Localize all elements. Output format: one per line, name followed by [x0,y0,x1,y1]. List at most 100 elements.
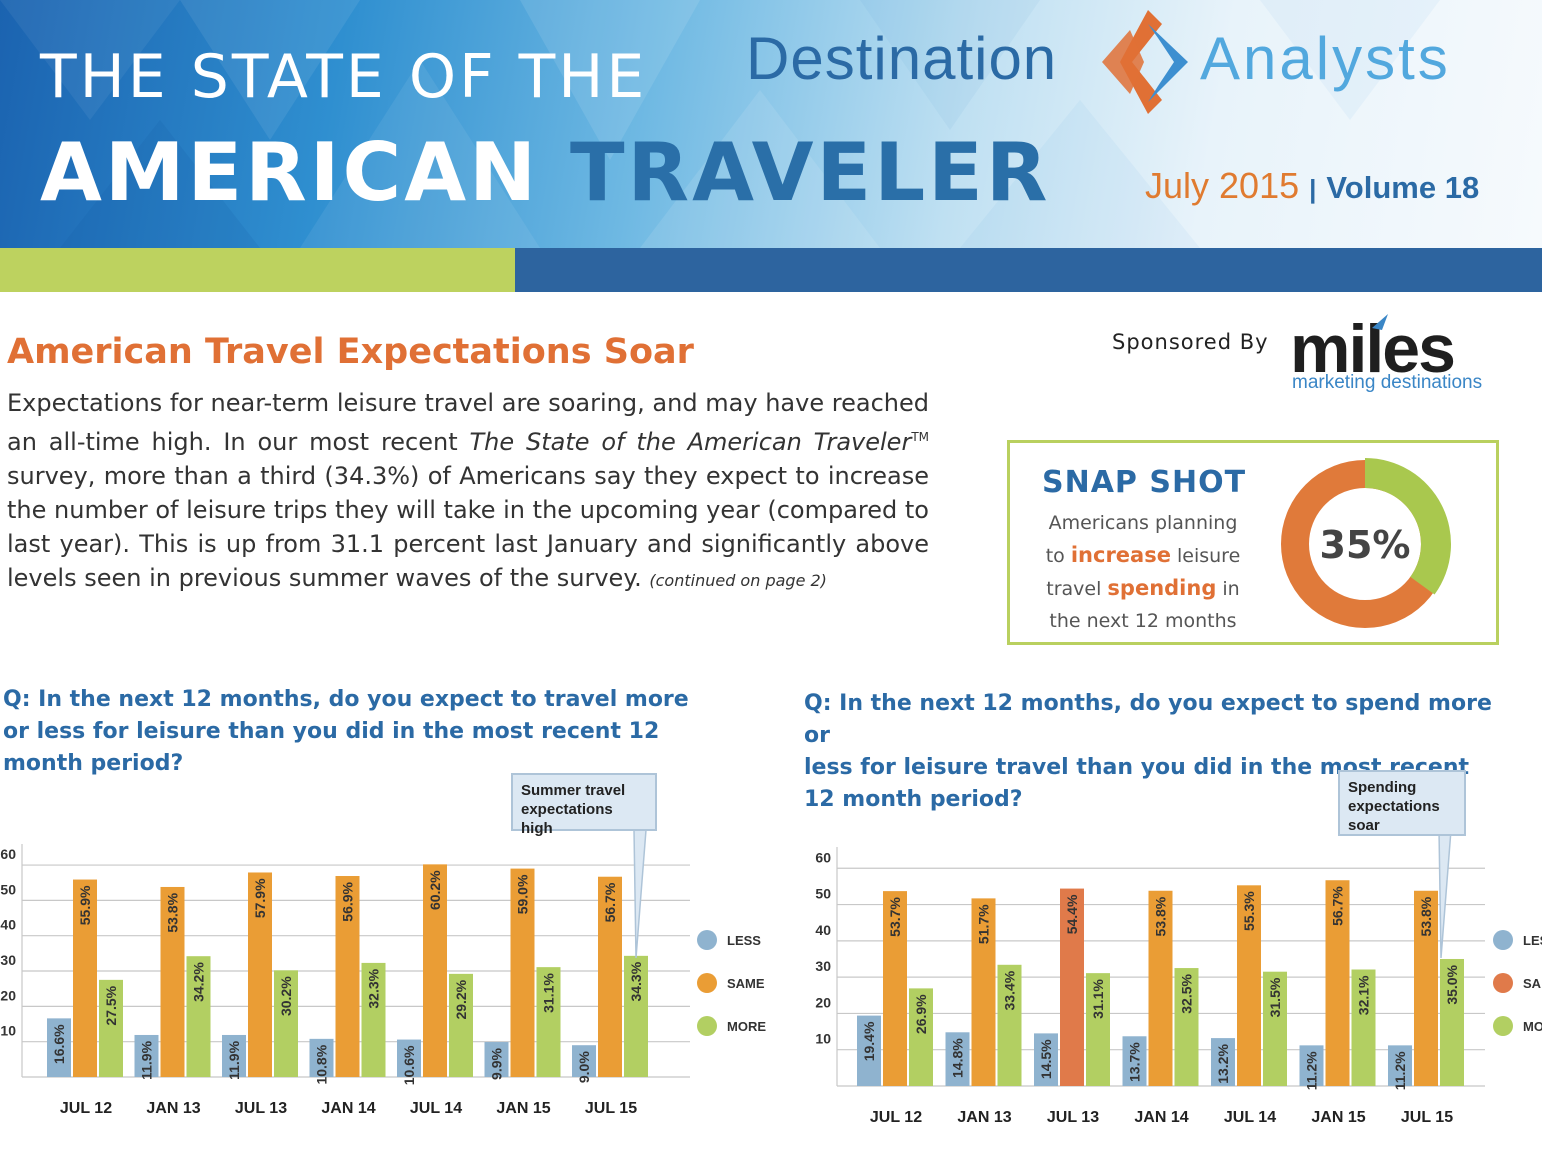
bar-value-label: 53.7% [887,897,903,937]
snapshot-line3-post: in [1216,578,1240,600]
bar-value-label: 60.2% [427,870,443,910]
snapshot-text: Americans planning to increase leisure t… [1028,507,1258,637]
article-headline: American Travel Expectations Soar [7,332,694,372]
bar-more [361,962,386,1077]
banner-title-line1: THE STATE OF THE [40,42,648,112]
bar-les [857,1015,881,1086]
banner-pattern [0,0,1440,248]
bar-value-label: 51.7% [976,904,992,944]
bar-less [484,1042,509,1077]
y-tick-label: 20 [0,987,16,1003]
bar-les [1122,1036,1147,1086]
callout2-line: soar [1348,817,1380,834]
bar-les [1034,1033,1058,1086]
y-tick-label: 10 [815,1031,831,1047]
bar-mo [1351,969,1376,1086]
bar-value-label: 53.8% [1153,896,1169,936]
bar-les [1211,1038,1235,1086]
bar-value-label: 33.4% [1002,970,1018,1010]
bar-more [186,956,211,1077]
bar-sa [883,891,907,1086]
y-tick-label: 30 [815,958,831,974]
snapshot-donut: 35% [1281,458,1451,628]
chart2-callout: Spending expectations soar [1338,770,1466,836]
x-tick-label: JUL 12 [870,1109,922,1126]
bar-mo [1263,971,1287,1086]
y-tick-label: 50 [815,886,831,902]
bar-value-label: 13.2% [1215,1044,1231,1084]
callout-pointer [1438,829,1452,959]
bar-less [134,1034,159,1077]
bar-value-label: 14.8% [950,1038,966,1078]
bar-value-label: 11.2% [1392,1051,1408,1090]
bar-sa [1414,890,1438,1086]
x-tick-label: JUL 12 [60,1100,112,1117]
article-body-b: survey, more than a third (34.3%) of Ame… [7,462,929,592]
bar-sa [971,898,996,1086]
sponsor-logo: miles [1290,311,1456,387]
issue-separator: | [1309,174,1317,204]
header-accent-blue [515,248,1542,292]
bar-less [572,1045,596,1077]
bar-value-label: 9.0% [576,1051,592,1083]
bar-mo [1440,958,1464,1086]
bar-value-label: 13.7% [1127,1042,1143,1082]
snapshot-box: SNAP SHOT Americans planning to increase… [1007,440,1499,645]
bar-value-label: 11.2% [1304,1051,1320,1090]
brand-diamond-icon [1102,10,1188,114]
q1-line: month period? [3,751,184,776]
callout-pointer [633,829,647,959]
banner-title-traveler: TRAVELER [569,126,1051,219]
article-body-a: Expectations for near-term leisure trave… [7,389,929,456]
sponsor-flag-icon [1372,314,1388,330]
snapshot-line3-pre: travel [1046,578,1108,600]
x-tick-label: JUL 15 [1401,1109,1453,1126]
y-tick-label: 10 [0,1023,16,1039]
x-tick-label: JUL 14 [410,1100,462,1117]
y-tick-label: 40 [815,922,831,938]
bar-value-label: 19.4% [861,1021,877,1061]
legend-label: MORE [727,1019,766,1034]
snapshot-highlight-spending: spending [1107,576,1217,600]
bar-value-label: 26.9% [913,994,929,1034]
q2-line: 12 month period? [804,787,1023,812]
callout1-line: Summer travel [521,782,626,799]
x-tick-label: JUL 14 [1224,1109,1276,1126]
bar-value-label: 32.5% [1179,974,1195,1014]
bar-more [536,967,561,1077]
x-tick-label: JUL 13 [1047,1109,1099,1126]
bar-same [160,886,185,1077]
bar-same [248,872,272,1077]
donut-hole [1310,489,1420,599]
bar-sa [1148,890,1173,1086]
bar-mo [909,988,933,1086]
callout2-line: expectations [1348,798,1440,815]
bar-same [423,864,447,1077]
banner-title-line2: AMERICAN TRAVELER [40,126,1050,219]
bar-value-label: 34.2% [191,962,207,1002]
bar-value-label: 10.6% [401,1045,417,1085]
bar-value-label: 10.8% [314,1044,330,1084]
bar-value-label: 56.7% [1330,886,1346,926]
bar-less [309,1038,334,1077]
brand-name-left: Destination [746,25,1058,92]
banner-title-american: AMERICAN [40,126,540,219]
bar-value-label: 9.9% [489,1047,505,1079]
chart1-question: Q: In the next 12 months, do you expect … [3,684,703,780]
legend-label: SAME [727,976,765,991]
bar-value-label: 31.5% [1267,977,1283,1017]
bar-value-label: 32.1% [1356,975,1372,1015]
snapshot-title: SNAP SHOT [1042,465,1247,500]
article-body-italic: The State of the American Traveler [469,428,912,456]
bar-value-label: 53.8% [1418,896,1434,936]
bar-more [449,973,473,1077]
bar-value-label: 56.7% [602,882,618,922]
snapshot-line4: the next 12 months [1049,610,1237,632]
issue-info: July 2015 | Volume 18 [1145,165,1479,207]
x-tick-label: JAN 13 [146,1100,200,1117]
bar-mo [997,964,1022,1086]
x-tick-label: JAN 15 [1311,1109,1365,1126]
callout2-line: Spending [1348,779,1417,796]
x-tick-label: JAN 15 [496,1100,550,1117]
legend-label: LESS [727,933,761,948]
